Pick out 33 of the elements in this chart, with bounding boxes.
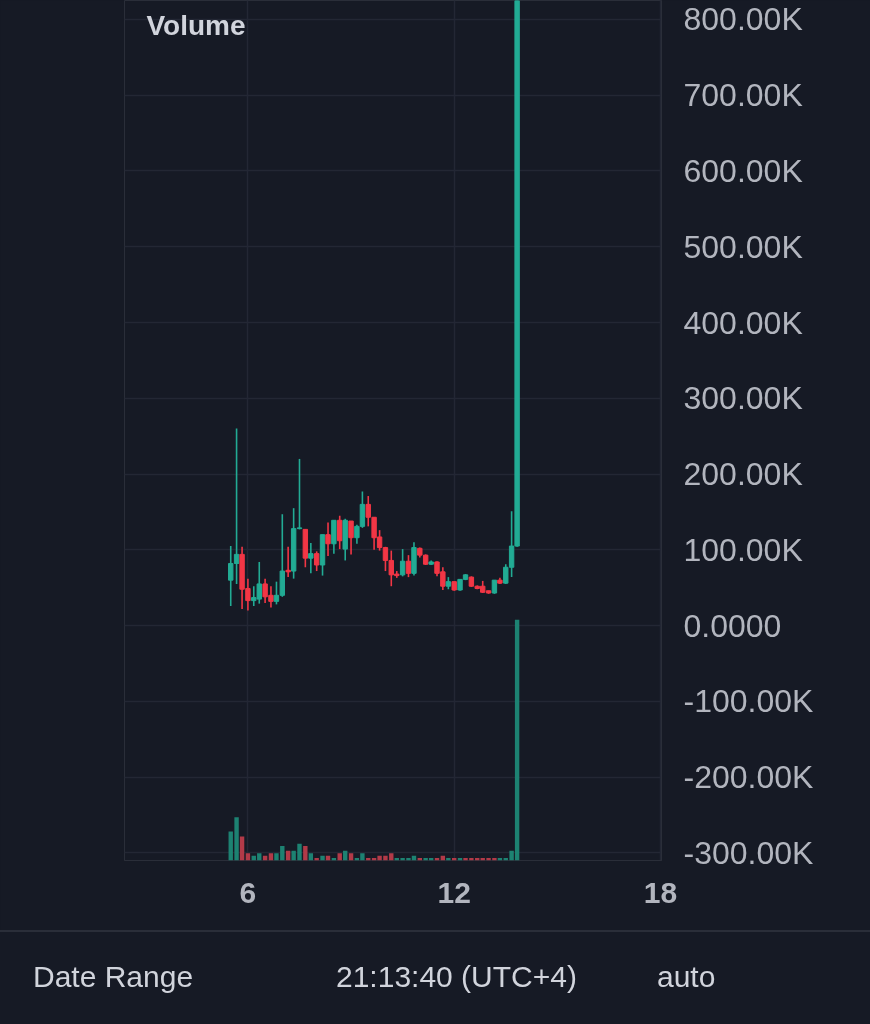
y-tick-label: 400.00K: [683, 304, 803, 341]
text: 21:13:40 (UTC+4): [336, 960, 577, 993]
candlestick: [331, 519, 337, 555]
x-tick-label: 6: [239, 875, 257, 909]
candlestick: [308, 542, 314, 575]
y-tick-label: 0.0000: [683, 607, 782, 644]
candlestick: [337, 514, 343, 550]
chart-title: Volume: [146, 10, 246, 41]
candlestick: [399, 548, 406, 578]
y-tick-label: -100.00K: [683, 683, 814, 720]
candlestick: [285, 546, 291, 578]
text: Date Range: [33, 960, 194, 993]
candlestick: [325, 521, 331, 557]
text: auto: [657, 960, 716, 993]
x-tick-label: 18: [643, 875, 678, 909]
y-tick-label: 600.00K: [683, 152, 803, 189]
y-tick-label: 800.00K: [683, 1, 803, 38]
y-tick-label: -300.00K: [683, 834, 814, 871]
bar: [239, 836, 245, 861]
bar: [446, 858, 451, 861]
y-tick-label: -200.00K: [683, 759, 814, 796]
bar: [303, 846, 308, 861]
y-tick-label: 200.00K: [683, 456, 803, 493]
y-tick-label: 300.00K: [683, 380, 803, 417]
candlestick: [348, 520, 354, 556]
bar: [314, 858, 319, 861]
x-tick-label: 12: [437, 875, 471, 909]
y-tick-label: 700.00K: [683, 77, 803, 114]
candlestick: [405, 554, 412, 578]
y-tick-label: 500.00K: [683, 228, 803, 265]
bar: [320, 855, 325, 861]
candlestick: [313, 550, 320, 572]
y-tick-label: 100.00K: [683, 531, 803, 568]
